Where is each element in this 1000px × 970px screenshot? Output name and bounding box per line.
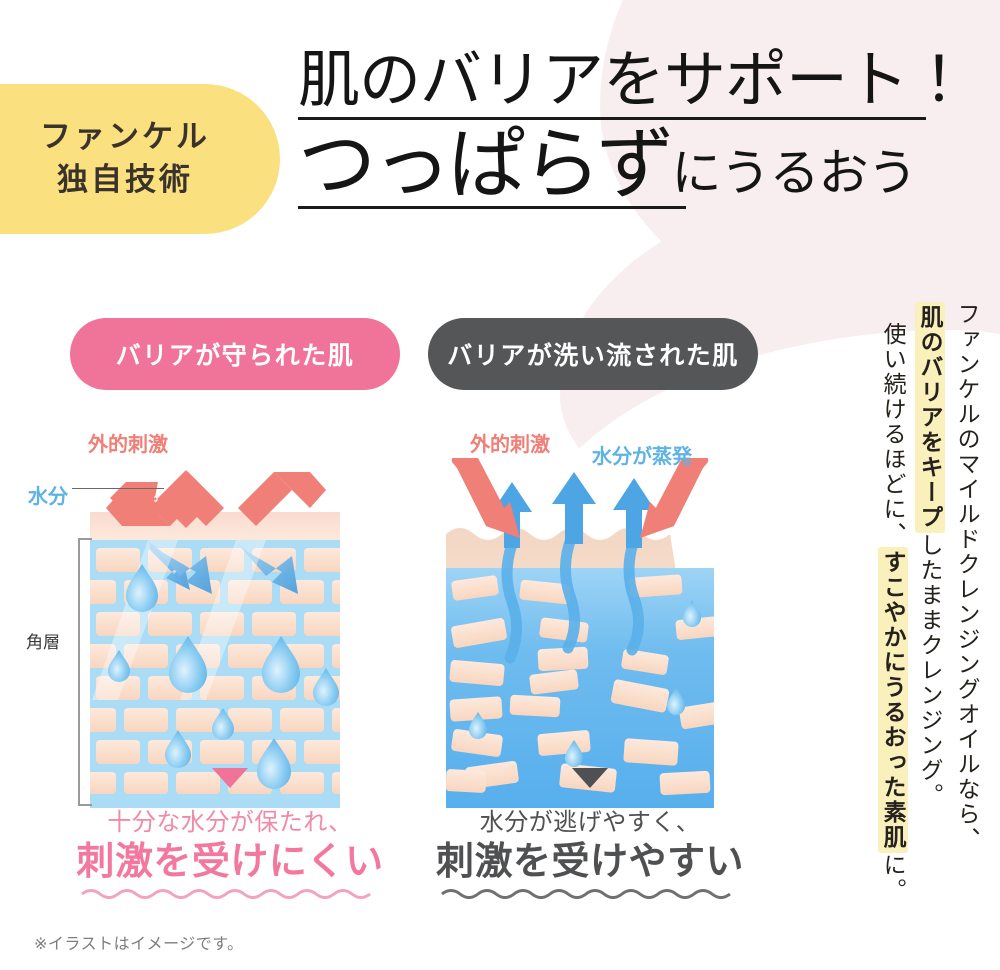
badge-line-technology: 独自技術 (57, 162, 193, 197)
chevron-pair-right (238, 472, 326, 526)
conclusion-main-right: 刺激を受けやすい (435, 841, 744, 883)
pill-text-left: バリアが守られた肌 (115, 342, 355, 370)
down-triangle-left-icon (212, 768, 248, 788)
right-panel-skin-diagram (446, 458, 714, 808)
moisture-retention-arrows (148, 540, 298, 594)
conclusion-left: 十分な水分が保たれ、 刺激を受けにくい (60, 768, 400, 899)
conclusion-sub-right: 水分が逃げやすく、 (479, 809, 701, 836)
wavy-underline-right-icon (441, 888, 731, 899)
headline-line-2: つっぱらず にうるおう (298, 120, 958, 208)
down-triangle-right-icon (572, 768, 608, 788)
vertical-column-2: 肌のバリアをキープしたままクレンジング。 (912, 296, 947, 920)
vcol3-seg1: 使い続けるほどに、 (880, 322, 907, 547)
badge-line-brand: ファンケル (40, 119, 210, 155)
vcol3-seg3: に。 (880, 853, 907, 903)
page-title: 肌のバリアをサポート！ つっぱらず にうるおう (298, 47, 970, 209)
vertical-column-1: ファンケルのマイルドクレンジングオイルなら、 (949, 296, 984, 920)
conclusion-right: 水分が逃げやすく、 刺激を受けやすい (420, 768, 760, 899)
water-droplets-left (108, 564, 339, 789)
vcol1-seg1: ファンケルのマイルドクレンジングオイルなら、 (954, 302, 980, 852)
wavy-underline-left-icon (81, 888, 371, 899)
label-moisture-evaporates: 水分が蒸発 (592, 446, 692, 468)
moisture-leader-line (72, 488, 164, 489)
headline-suffix: にうるおう (671, 144, 917, 201)
vcol2-seg1-highlight: 肌のバリアをキープ (915, 302, 946, 533)
left-panel-skin-diagram (90, 470, 340, 808)
vertical-column-3: 使い続けるほどに、すこやかにうるおった素肌に。 (875, 296, 910, 920)
comparison-panels: バリアが守られた肌 バリアが洗い流された肌 (0, 300, 790, 940)
vertical-copy-block: 使い続けるほどに、すこやかにうるおった素肌に。 肌のバリアをキープしたままクレン… (875, 296, 984, 920)
conclusion-sub-left: 十分な水分が保たれ、 (107, 809, 353, 836)
conclusion-main-left: 刺激を受けにくい (76, 841, 384, 883)
label-stratum-corneum: 角層 (26, 633, 60, 652)
headline-emphasis: つっぱらず (298, 120, 674, 208)
vcol2-seg2: したままクレンジング。 (917, 533, 944, 808)
headline-underline-2 (298, 205, 686, 209)
headline-underline-1 (298, 116, 926, 120)
header: ファンケル 独自技術 肌のバリアをサポート！ つっぱらず にうるおう (0, 0, 1000, 290)
vcol3-seg2-highlight: すこやかにうるおった素肌 (878, 547, 909, 853)
stratum-corneum-bracket (78, 538, 92, 806)
label-external-stimulus-right: 外的刺激 (470, 434, 550, 456)
panel-label-protected-skin: バリアが守られた肌 (70, 318, 400, 390)
label-moisture-left: 水分 (28, 486, 68, 508)
brand-technology-badge: ファンケル 独自技術 (0, 84, 280, 234)
chevron-pair-left (106, 472, 224, 526)
headline-line-1: 肌のバリアをサポート！ (298, 47, 970, 115)
footnote-disclaimer: ※イラストはイメージです。 (34, 936, 244, 953)
label-external-stimulus-left: 外的刺激 (88, 434, 168, 456)
